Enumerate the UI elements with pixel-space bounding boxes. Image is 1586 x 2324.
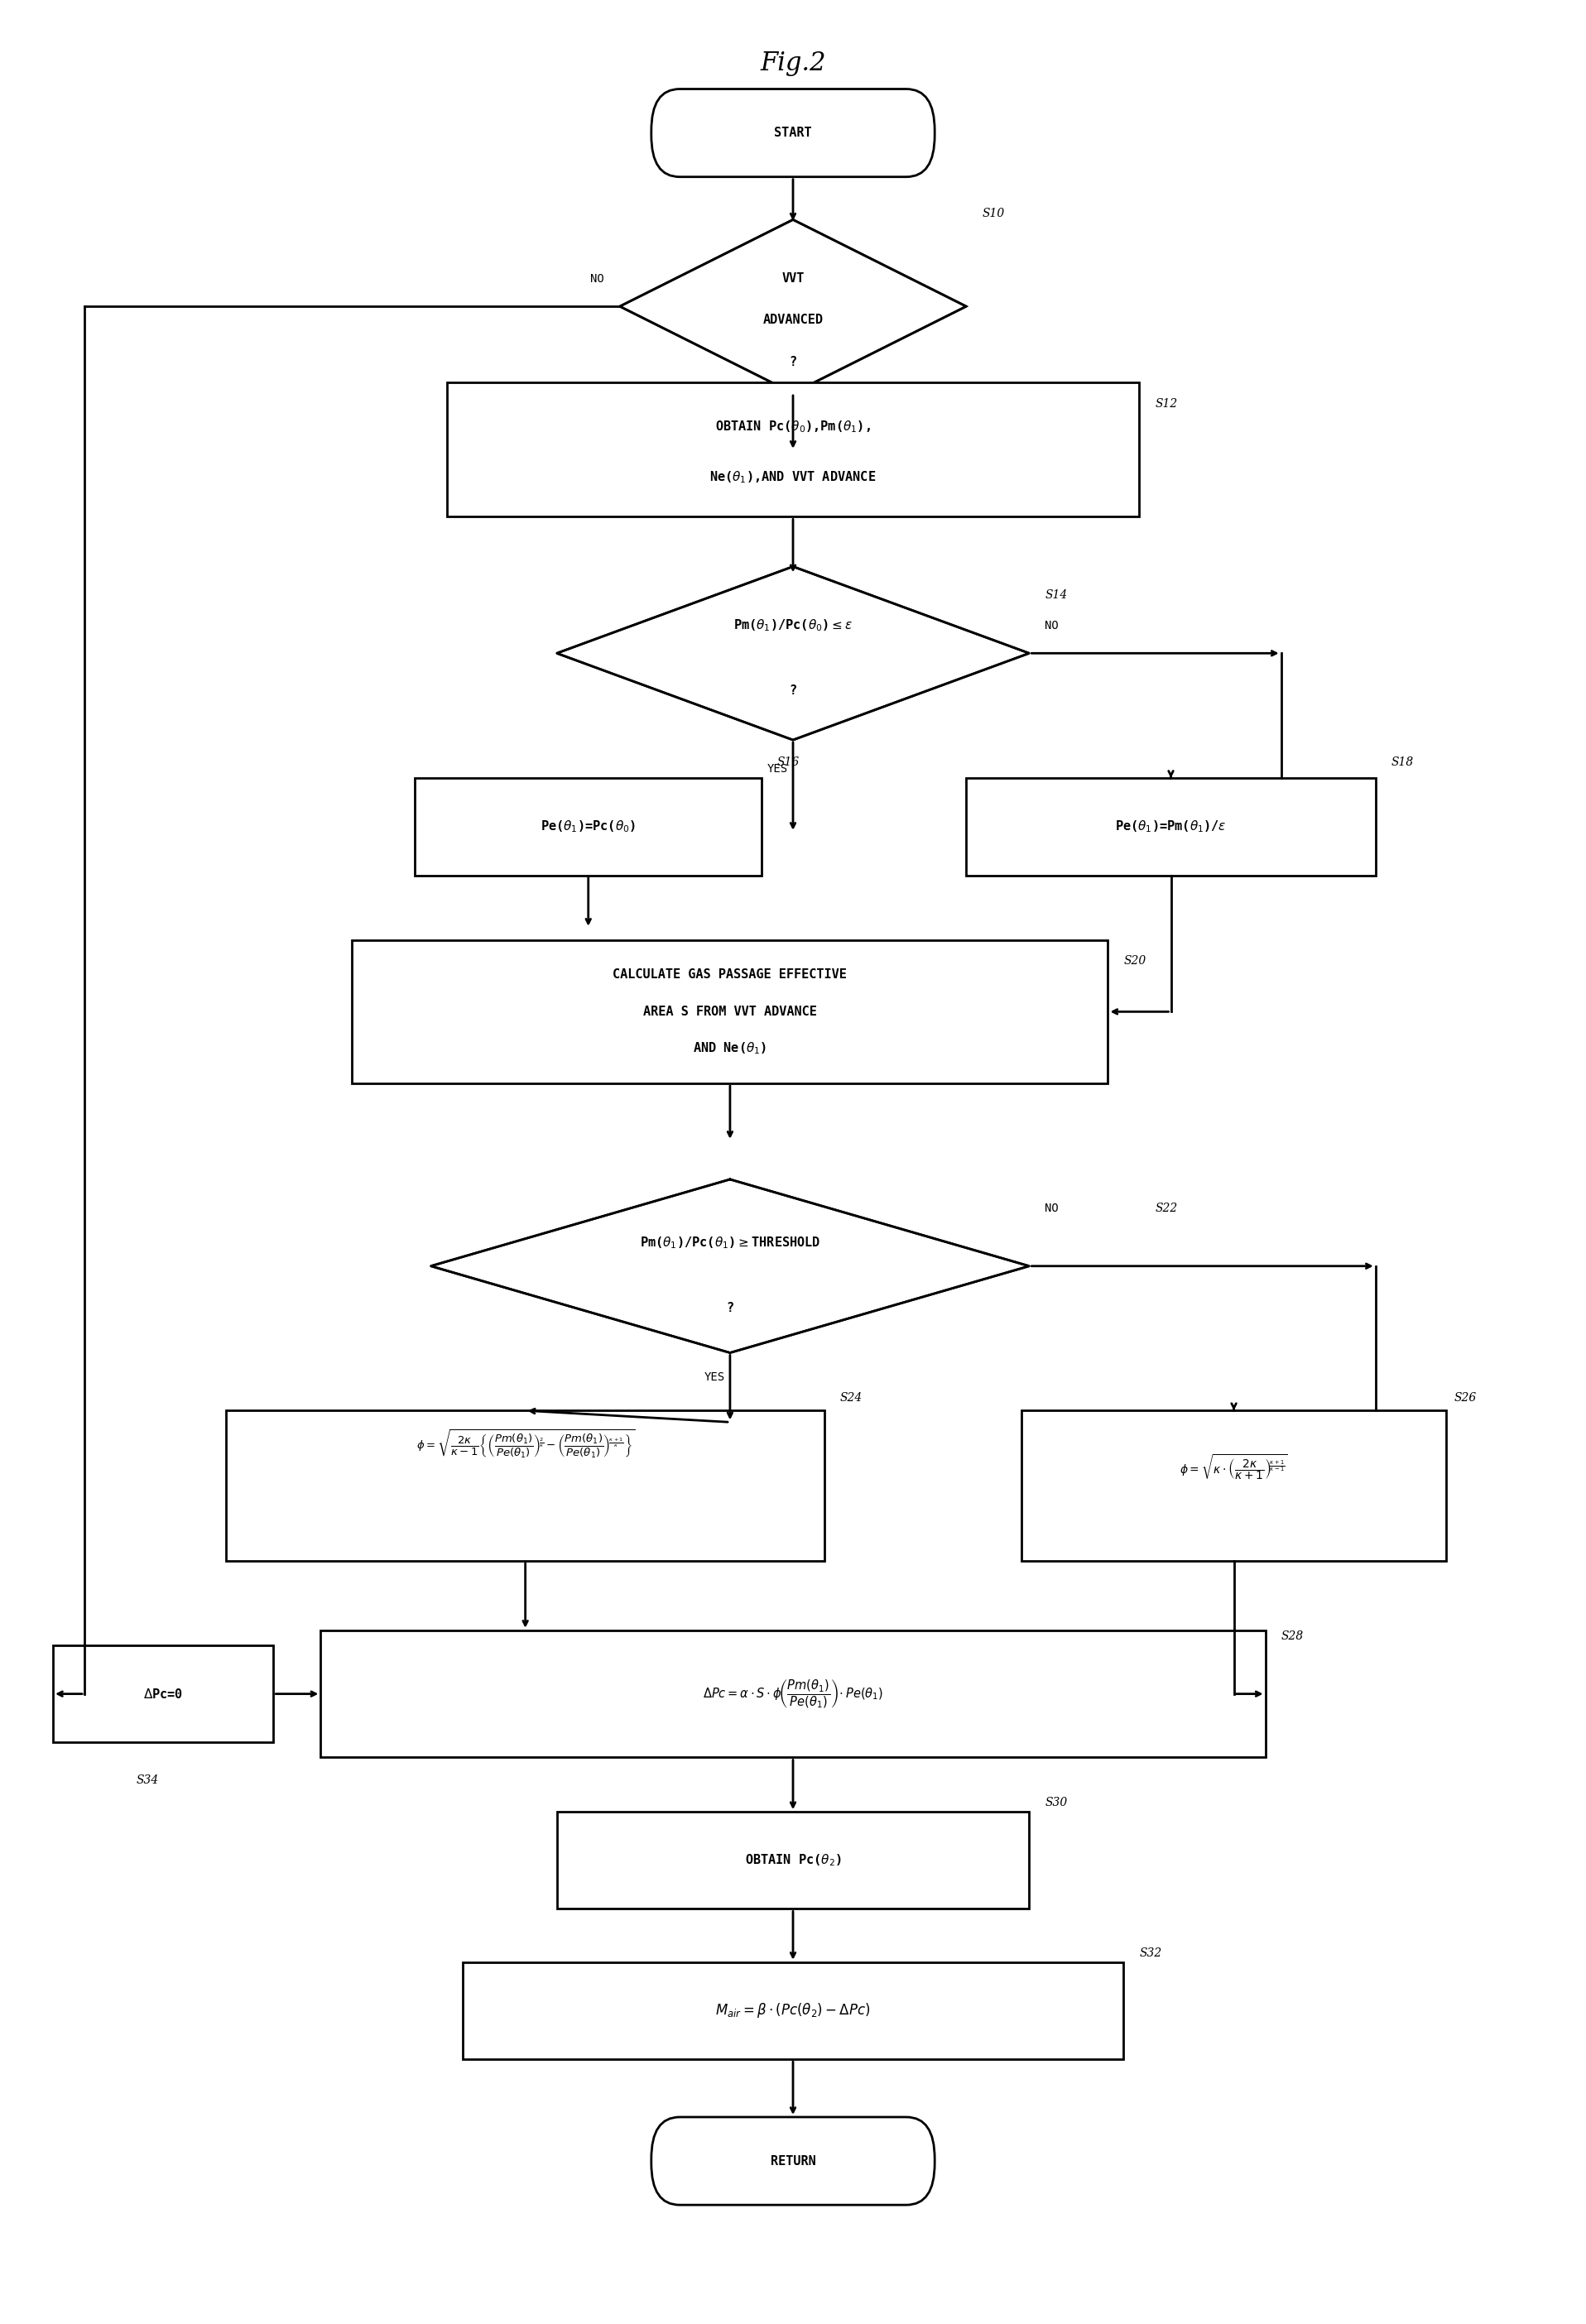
FancyBboxPatch shape	[463, 1961, 1123, 2059]
Text: S26: S26	[1454, 1392, 1477, 1404]
Text: Pe($\theta_1$)=Pm($\theta_1$)/$\varepsilon$: Pe($\theta_1$)=Pm($\theta_1$)/$\varepsil…	[1115, 818, 1226, 834]
Text: $M_{air}=\beta\cdot(Pc(\theta_2)-\Delta Pc)$: $M_{air}=\beta\cdot(Pc(\theta_2)-\Delta …	[715, 2001, 871, 2020]
Text: S10: S10	[982, 209, 1004, 221]
Text: S20: S20	[1123, 955, 1147, 967]
Text: S16: S16	[777, 755, 799, 767]
FancyBboxPatch shape	[1021, 1411, 1446, 1562]
FancyBboxPatch shape	[227, 1411, 825, 1562]
Text: S12: S12	[1155, 397, 1178, 409]
Text: OBTAIN Pc($\theta_0$),Pm($\theta_1$),: OBTAIN Pc($\theta_0$),Pm($\theta_1$),	[715, 418, 871, 435]
Text: $\Delta$Pc=0: $\Delta$Pc=0	[143, 1687, 182, 1701]
FancyBboxPatch shape	[652, 88, 934, 177]
FancyBboxPatch shape	[352, 939, 1109, 1083]
FancyBboxPatch shape	[557, 1813, 1029, 1908]
FancyBboxPatch shape	[966, 779, 1375, 876]
Text: S34: S34	[136, 1776, 159, 1787]
Text: NO: NO	[1045, 621, 1059, 632]
Text: $\Delta Pc=\alpha\cdot S\cdot\phi\!\left(\dfrac{Pm(\theta_1)}{Pe(\theta_1)}\righ: $\Delta Pc=\alpha\cdot S\cdot\phi\!\left…	[703, 1678, 883, 1710]
FancyBboxPatch shape	[652, 2117, 934, 2205]
Text: RETURN: RETURN	[771, 2154, 815, 2168]
Text: YES: YES	[704, 1371, 725, 1383]
Text: Pe($\theta_1$)=Pc($\theta_0$): Pe($\theta_1$)=Pc($\theta_0$)	[541, 818, 636, 834]
Text: ?: ?	[726, 1301, 734, 1313]
Text: S28: S28	[1281, 1629, 1304, 1641]
FancyBboxPatch shape	[52, 1645, 273, 1743]
Text: S14: S14	[1045, 590, 1067, 602]
Text: $\phi=\sqrt{\kappa\cdot\left(\dfrac{2\kappa}{\kappa+1}\right)^{\!\frac{\kappa+1}: $\phi=\sqrt{\kappa\cdot\left(\dfrac{2\ka…	[1180, 1452, 1288, 1483]
Polygon shape	[557, 567, 1029, 739]
Text: ADVANCED: ADVANCED	[763, 314, 823, 325]
Text: S32: S32	[1139, 1948, 1163, 1959]
Polygon shape	[431, 1178, 1029, 1353]
Text: S24: S24	[841, 1392, 863, 1404]
Text: ?: ?	[790, 356, 796, 367]
Text: Pm($\theta_1$)/Pc($\theta_1$)$\geq$THRESHOLD: Pm($\theta_1$)/Pc($\theta_1$)$\geq$THRES…	[639, 1234, 820, 1250]
Text: OBTAIN Pc($\theta_2$): OBTAIN Pc($\theta_2$)	[745, 1852, 841, 1868]
Text: ?: ?	[790, 683, 796, 697]
FancyBboxPatch shape	[416, 779, 761, 876]
Polygon shape	[620, 221, 966, 393]
Text: S30: S30	[1045, 1796, 1067, 1808]
Text: Ne($\theta_1$),AND VVT ADVANCE: Ne($\theta_1$),AND VVT ADVANCE	[709, 469, 877, 486]
Text: CALCULATE GAS PASSAGE EFFECTIVE: CALCULATE GAS PASSAGE EFFECTIVE	[612, 969, 847, 981]
Text: START: START	[774, 128, 812, 139]
FancyBboxPatch shape	[320, 1629, 1266, 1757]
Text: NO: NO	[1045, 1202, 1059, 1213]
Text: NO: NO	[590, 272, 604, 284]
Text: YES: YES	[768, 762, 788, 774]
Text: AND Ne($\theta_1$): AND Ne($\theta_1$)	[693, 1041, 768, 1057]
Text: S18: S18	[1391, 755, 1413, 767]
Text: S22: S22	[1155, 1202, 1178, 1213]
Text: VVT: VVT	[782, 272, 804, 286]
Text: AREA S FROM VVT ADVANCE: AREA S FROM VVT ADVANCE	[644, 1006, 817, 1018]
Text: Fig.2: Fig.2	[760, 51, 826, 77]
Text: Pm($\theta_1$)/Pc($\theta_0$)$\leq\varepsilon$: Pm($\theta_1$)/Pc($\theta_0$)$\leq\varep…	[733, 618, 853, 632]
Text: $\phi=\sqrt{\dfrac{2\kappa}{\kappa-1}\left\{\left(\dfrac{Pm(\theta_1)}{Pe(\theta: $\phi=\sqrt{\dfrac{2\kappa}{\kappa-1}\le…	[416, 1429, 634, 1459]
Text: YES: YES	[809, 407, 829, 418]
FancyBboxPatch shape	[447, 383, 1139, 516]
